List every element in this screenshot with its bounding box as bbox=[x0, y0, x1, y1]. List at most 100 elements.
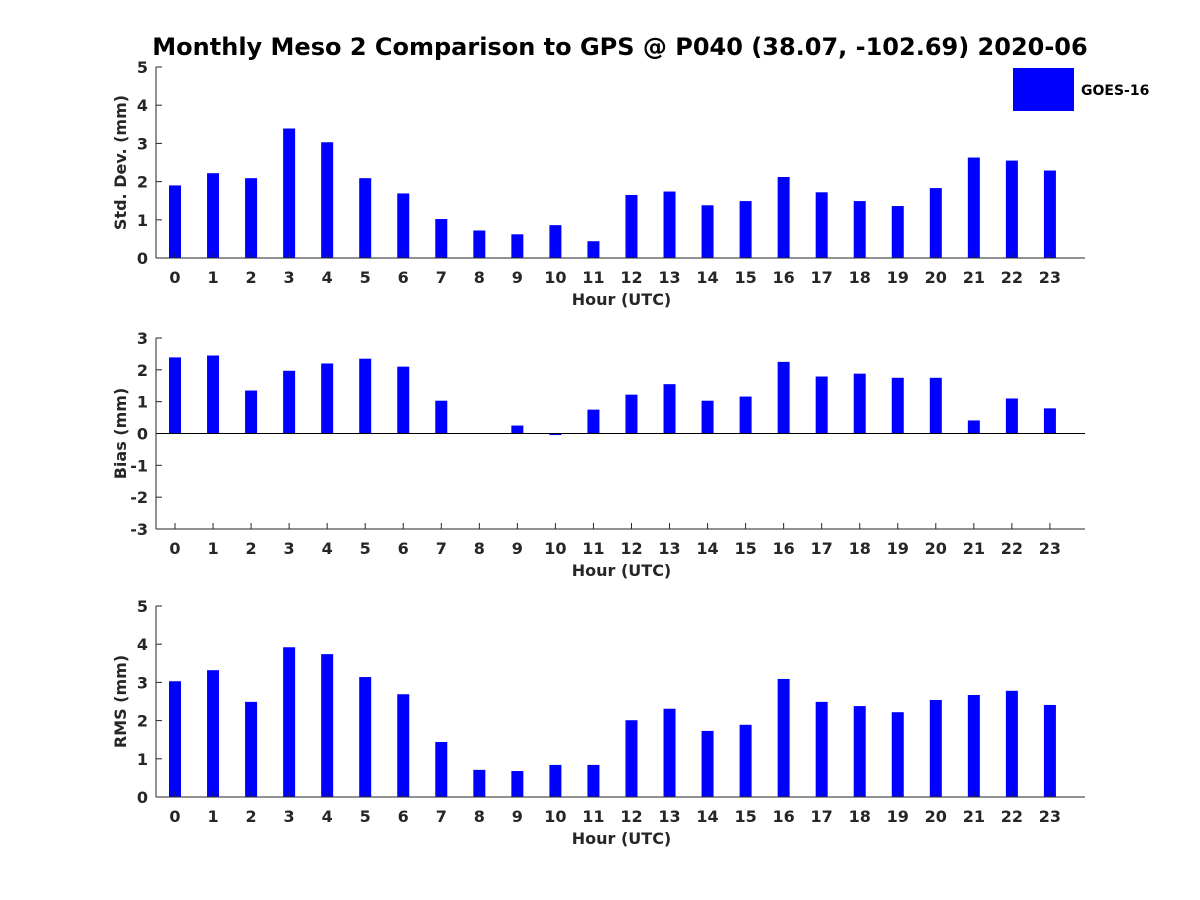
x-tick-label: 23 bbox=[1039, 539, 1061, 558]
x-tick-label: 15 bbox=[734, 539, 756, 558]
bar-hour-18 bbox=[853, 373, 866, 434]
x-tick-label: 13 bbox=[658, 268, 680, 287]
y-tick-label: 5 bbox=[137, 597, 148, 616]
bar-hour-12 bbox=[625, 720, 638, 797]
bar-hour-13 bbox=[663, 708, 676, 797]
bar-hour-20 bbox=[929, 377, 942, 434]
y-tick-label: 0 bbox=[137, 249, 148, 268]
x-tick-label: 22 bbox=[1001, 539, 1023, 558]
x-tick-label: 18 bbox=[849, 807, 871, 826]
bar-hour-9 bbox=[511, 425, 524, 434]
x-axis-label: Hour (UTC) bbox=[572, 290, 672, 309]
bar-hour-10 bbox=[549, 225, 562, 258]
y-tick-label: 3 bbox=[137, 673, 148, 692]
x-tick-label: 3 bbox=[284, 539, 295, 558]
bar-hour-22 bbox=[1005, 690, 1018, 797]
bar-hour-15 bbox=[739, 724, 752, 797]
bar-hour-3 bbox=[283, 370, 296, 434]
y-tick-label: 4 bbox=[137, 96, 148, 115]
bar-hour-20 bbox=[929, 699, 942, 797]
x-tick-label: 6 bbox=[398, 807, 409, 826]
legend-label: GOES-16 bbox=[1081, 83, 1149, 99]
x-tick-label: 2 bbox=[246, 539, 257, 558]
x-tick-label: 9 bbox=[512, 539, 523, 558]
x-tick-label: 4 bbox=[322, 807, 333, 826]
x-tick-label: 7 bbox=[436, 807, 447, 826]
bar-hour-7 bbox=[435, 400, 448, 434]
x-tick-label: 6 bbox=[398, 268, 409, 287]
x-tick-label: 5 bbox=[360, 539, 371, 558]
y-tick-label: 2 bbox=[137, 173, 148, 192]
bar-hour-22 bbox=[1005, 398, 1018, 434]
x-tick-label: 16 bbox=[773, 268, 795, 287]
bar-hour-1 bbox=[207, 355, 220, 434]
x-tick-label: 8 bbox=[474, 539, 485, 558]
bar-hour-8 bbox=[473, 769, 486, 797]
bar-hour-11 bbox=[587, 241, 600, 258]
bar-hour-9 bbox=[511, 771, 524, 797]
bar-hour-5 bbox=[359, 358, 372, 434]
x-tick-label: 2 bbox=[246, 807, 257, 826]
x-tick-label: 0 bbox=[169, 807, 180, 826]
x-tick-label: 9 bbox=[512, 268, 523, 287]
bar-hour-7 bbox=[435, 219, 448, 258]
bar-hour-6 bbox=[397, 193, 410, 258]
bar-hour-4 bbox=[321, 654, 334, 797]
x-tick-label: 1 bbox=[207, 539, 218, 558]
x-tick-label: 4 bbox=[322, 268, 333, 287]
x-tick-label: 20 bbox=[925, 807, 947, 826]
x-tick-label: 21 bbox=[963, 268, 985, 287]
bar-hour-12 bbox=[625, 194, 638, 258]
x-tick-label: 11 bbox=[582, 268, 604, 287]
bar-hour-6 bbox=[397, 366, 410, 434]
x-tick-label: 19 bbox=[887, 268, 909, 287]
bar-hour-19 bbox=[891, 712, 904, 797]
x-tick-label: 22 bbox=[1001, 268, 1023, 287]
bar-hour-14 bbox=[701, 730, 714, 797]
bar-hour-10 bbox=[549, 764, 562, 797]
x-tick-label: 23 bbox=[1039, 268, 1061, 287]
y-tick-label: 1 bbox=[137, 750, 148, 769]
y-tick-label: -2 bbox=[130, 488, 148, 507]
x-tick-label: 13 bbox=[658, 539, 680, 558]
bar-hour-11 bbox=[587, 409, 600, 434]
bar-hour-3 bbox=[283, 128, 296, 258]
bar-hour-4 bbox=[321, 363, 334, 434]
bar-hour-2 bbox=[245, 701, 258, 797]
x-tick-label: 15 bbox=[734, 807, 756, 826]
x-tick-label: 12 bbox=[620, 268, 642, 287]
x-tick-label: 7 bbox=[436, 539, 447, 558]
x-tick-label: 8 bbox=[474, 807, 485, 826]
bar-hour-7 bbox=[435, 741, 448, 797]
bar-hour-20 bbox=[929, 188, 942, 258]
x-tick-label: 3 bbox=[284, 807, 295, 826]
bar-hour-5 bbox=[359, 178, 372, 258]
bar-hour-19 bbox=[891, 377, 904, 434]
x-tick-label: 19 bbox=[887, 539, 909, 558]
x-tick-label: 1 bbox=[207, 807, 218, 826]
y-tick-label: 5 bbox=[137, 58, 148, 77]
bar-hour-13 bbox=[663, 191, 676, 258]
x-tick-label: 11 bbox=[582, 807, 604, 826]
y-axis-label: RMS (mm) bbox=[111, 655, 130, 748]
y-tick-label: 1 bbox=[137, 393, 148, 412]
x-tick-label: 3 bbox=[284, 268, 295, 287]
bar-hour-18 bbox=[853, 706, 866, 797]
x-tick-label: 14 bbox=[696, 268, 718, 287]
y-axis-label: Std. Dev. (mm) bbox=[111, 95, 130, 230]
legend: GOES-16 bbox=[1013, 68, 1149, 111]
x-tick-label: 16 bbox=[773, 539, 795, 558]
bar-hour-0 bbox=[169, 185, 181, 258]
bar-hour-14 bbox=[701, 400, 714, 434]
bar-hour-9 bbox=[511, 234, 524, 258]
x-tick-label: 14 bbox=[696, 807, 718, 826]
bar-hour-16 bbox=[777, 678, 790, 797]
y-axis-label: Bias (mm) bbox=[111, 388, 130, 480]
x-tick-label: 7 bbox=[436, 268, 447, 287]
x-tick-label: 8 bbox=[474, 268, 485, 287]
bar-hour-16 bbox=[777, 361, 790, 434]
bar-hour-13 bbox=[663, 384, 676, 434]
